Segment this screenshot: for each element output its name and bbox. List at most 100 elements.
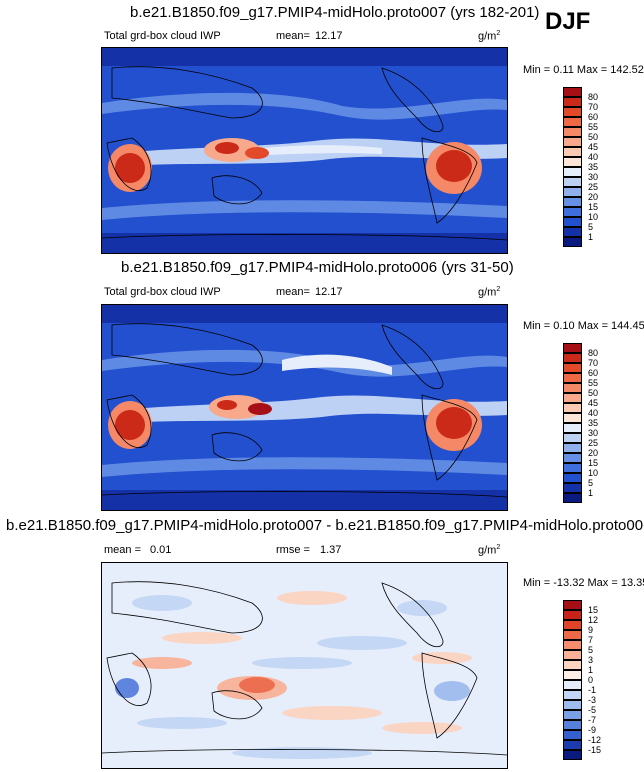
panel2-colorbar-swatch: [563, 373, 582, 383]
panel2-colorbar-tick: 15: [588, 458, 599, 468]
panel1-colorbar-swatch: [563, 157, 582, 167]
panel2-colorbar-tick: 50: [588, 388, 599, 398]
panel1-colorbar-tick: 15: [588, 202, 599, 212]
panel1-colorbar-tick: 10: [588, 212, 599, 222]
panel1-colorbar-swatch: [563, 237, 582, 247]
panel3-colorbar-tick: 5: [588, 645, 594, 655]
panel3-colorbar-tick: 1: [588, 665, 594, 675]
season-label: DJF: [545, 8, 591, 35]
panel2-min-max: Min = 0.10 Max = 144.45: [523, 320, 644, 332]
panel2-colorbar-tick: 20: [588, 448, 599, 458]
panel2-colorbar-tick: 25: [588, 438, 599, 448]
panel3-colorbar-swatch: [563, 690, 582, 700]
panel2-colorbar-tick: 35: [588, 418, 599, 428]
panel1-colorbar: 80 70 60 55 50 45 40 35 30 25 20 15 10 5 1: [563, 87, 623, 247]
panel2-colorbar-tick: 45: [588, 398, 599, 408]
panel2-variable: Total grd-box cloud IWP: [104, 286, 221, 298]
panel1-colorbar-swatch: [563, 177, 582, 187]
panel2-colorbar-swatch: [563, 423, 582, 433]
panel3-mean-value: 0.01: [150, 544, 172, 556]
panel2-colorbar-swatch: [563, 363, 582, 373]
panel3-colorbar-swatch: [563, 710, 582, 720]
panel3-map-svg: [102, 563, 507, 768]
panel2-colorbar-tick: 70: [588, 358, 599, 368]
panel3-rmse-label: rmse =: [276, 544, 310, 556]
panel3-min-max: Min = -13.32 Max = 13.35: [523, 577, 644, 589]
panel2-colorbar-tick: 60: [588, 368, 599, 378]
panel3-colorbar-swatch: [563, 600, 582, 610]
panel1-colorbar-tick: 50: [588, 132, 599, 142]
panel2-colorbar-tick: 80: [588, 348, 599, 358]
panel1-units: g/m2: [478, 30, 501, 43]
panel2-colorbar-tick: 55: [588, 378, 599, 388]
panel2-colorbar-swatch: [563, 453, 582, 463]
panel1-colorbar-tick: 30: [588, 172, 599, 182]
panel1-map: [101, 47, 508, 254]
panel1-colorbar-swatch: [563, 147, 582, 157]
panel2-colorbar-swatch: [563, 413, 582, 423]
panel1-colorbar-swatch: [563, 227, 582, 237]
panel1-mean-value: 12.17: [315, 30, 343, 42]
panel3-colorbar-tick: -5: [588, 705, 597, 715]
panel2-units: g/m2: [478, 286, 501, 299]
panel2-colorbar-swatch: [563, 403, 582, 413]
panel1-min-max: Min = 0.11 Max = 142.52: [523, 64, 644, 76]
panel2-colorbar-swatch: [563, 383, 582, 393]
panel3-units: g/m2: [478, 544, 501, 557]
panel1-colorbar-tick: 70: [588, 102, 599, 112]
panel2-map-svg: [102, 305, 507, 510]
panel2-map: [101, 304, 508, 511]
panel1-colorbar-swatch: [563, 97, 582, 107]
panel1-colorbar-swatch: [563, 217, 582, 227]
panel2-title: b.e21.B1850.f09_g17.PMIP4-midHolo.proto0…: [121, 259, 514, 276]
panel2-colorbar-tick: 1: [588, 488, 594, 498]
panel3-colorbar-swatch: [563, 630, 582, 640]
panel2-colorbar-swatch: [563, 433, 582, 443]
panel3-colorbar-swatch: [563, 610, 582, 620]
panel1-colorbar-tick: 55: [588, 122, 599, 132]
panel3-colorbar-swatch: [563, 700, 582, 710]
panel3-colorbar-tick: 7: [588, 635, 594, 645]
panel1-colorbar-swatch: [563, 137, 582, 147]
panel1-colorbar-tick: 45: [588, 142, 599, 152]
panel1-colorbar-tick: 35: [588, 162, 599, 172]
panel1-colorbar-swatch: [563, 87, 582, 97]
panel3-colorbar-tick: 9: [588, 625, 594, 635]
panel3-colorbar: 15 12 9 7 5 3 1 0 -1 -3 -5 -7 -9 -12 -15: [563, 600, 623, 760]
panel1-colorbar-tick: 60: [588, 112, 599, 122]
panel2-colorbar-swatch: [563, 493, 582, 503]
panel1-colorbar-tick: 25: [588, 182, 599, 192]
panel2-colorbar-tick: 40: [588, 408, 599, 418]
panel3-colorbar-swatch: [563, 750, 582, 760]
panel3-colorbar-swatch: [563, 670, 582, 680]
panel3-colorbar-swatch: [563, 650, 582, 660]
panel2-colorbar-tick: 30: [588, 428, 599, 438]
panel1-title: b.e21.B1850.f09_g17.PMIP4-midHolo.proto0…: [130, 4, 540, 21]
panel2-colorbar-tick: 5: [588, 478, 594, 488]
panel2-colorbar-swatch: [563, 463, 582, 473]
panel3-colorbar-swatch: [563, 660, 582, 670]
panel1-colorbar-swatch: [563, 167, 582, 177]
panel1-colorbar-tick: 40: [588, 152, 599, 162]
panel3-colorbar-tick: 0: [588, 675, 594, 685]
panel1-colorbar-swatch: [563, 207, 582, 217]
panel3-map: [101, 562, 508, 769]
panel3-colorbar-tick: -7: [588, 715, 597, 725]
panel3-colorbar-tick: 3: [588, 655, 594, 665]
panel3-colorbar-tick: 15: [588, 605, 599, 615]
panel1-mean-label: mean=: [276, 30, 310, 42]
panel1-colorbar-swatch: [563, 107, 582, 117]
panel2-colorbar-swatch: [563, 443, 582, 453]
panel3-colorbar-tick: -15: [588, 745, 602, 755]
panel2-colorbar-swatch: [563, 473, 582, 483]
panel3-colorbar-swatch: [563, 740, 582, 750]
panel3-mean-label: mean =: [104, 544, 141, 556]
panel2-colorbar-swatch: [563, 353, 582, 363]
panel3-colorbar-swatch: [563, 730, 582, 740]
panel1-colorbar-tick: 80: [588, 92, 599, 102]
panel3-rmse-value: 1.37: [320, 544, 342, 556]
panel3-colorbar-swatch: [563, 720, 582, 730]
panel1-colorbar-tick: 5: [588, 222, 594, 232]
panel1-colorbar-swatch: [563, 127, 582, 137]
panel1-colorbar-swatch: [563, 187, 582, 197]
